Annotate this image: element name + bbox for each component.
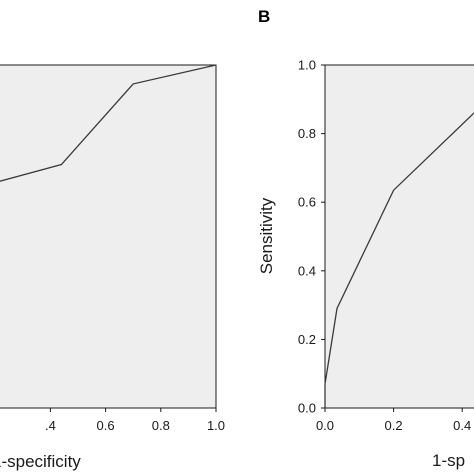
panel-a-x-tick-label: 0.6 — [97, 418, 115, 433]
panel-b-roc-curve — [324, 112, 474, 408]
panel-a-x-tick-label: 1.0 — [207, 418, 225, 433]
panel-a: .4 0.6 0.8 1.0 1-specificity — [0, 64, 225, 471]
panel-b-y-tick-label: 0.2 — [298, 332, 316, 347]
panel-a-roc-curve — [0, 64, 217, 182]
panel-a-x-tick-label: .4 — [45, 418, 56, 433]
panel-a-x-axis: .4 0.6 0.8 1.0 — [45, 408, 225, 433]
panel-b-y-axis-title: Sensitivity — [257, 197, 276, 274]
panel-b-y-tick-label: 0.8 — [298, 126, 316, 141]
panel-b-y-tick-label: 0.6 — [298, 195, 316, 210]
panel-b-x-tick-label: 0.4 — [453, 418, 471, 433]
panel-b-y-tick-label: 0.0 — [298, 401, 316, 416]
panel-a-plot-area — [0, 64, 217, 409]
panel-b-x-tick-label: 0.0 — [316, 418, 334, 433]
panel-a-x-axis-title: 1-specificity — [0, 452, 81, 471]
panel-b-letter: B — [258, 7, 270, 26]
panel-b-y-axis: 0.0 0.2 0.4 0.6 0.8 1.0 — [298, 58, 325, 416]
panel-b-x-tick-label: 0.2 — [385, 418, 403, 433]
panel-b-y-tick-label: 0.4 — [298, 263, 316, 278]
panel-b-y-tick-label: 1.0 — [298, 58, 316, 73]
panel-a-x-tick-label: 0.8 — [152, 418, 170, 433]
panel-b-plot-area — [324, 64, 474, 409]
panel-b-x-axis-title: 1-sp — [432, 451, 465, 470]
panel-b: B 0.0 0.2 0.4 0.0 0.2 0.4 0.6 0.8 1.0 Sensitivi… — [257, 7, 474, 470]
panel-b-x-axis: 0.0 0.2 0.4 — [316, 408, 471, 433]
